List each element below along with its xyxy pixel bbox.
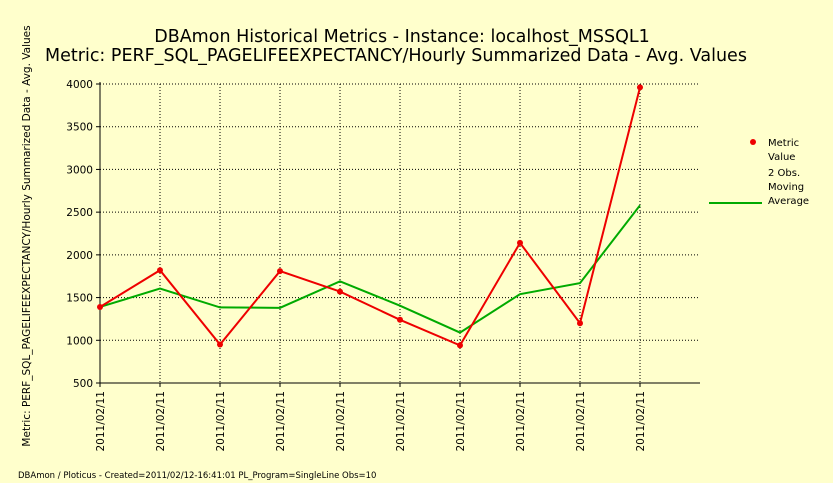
y-tick-label: 4000 [66,79,93,91]
y-tick-label: 2000 [66,250,93,262]
x-tick-label: 2011/02/11 [215,391,227,452]
series-line [99,87,641,347]
legend-label: Moving [768,182,804,193]
x-tick-label: 2011/02/11 [515,391,527,452]
series-line [99,204,641,334]
y-tick-label: 3500 [66,122,93,134]
data-point [637,84,643,91]
data-point [337,288,343,295]
x-axis-ticks: 2011/02/11 2011/02/11 2011/02/11 2011/02/11… [95,383,647,452]
x-tick-label: 2011/02/11 [275,391,287,452]
data-point [577,320,583,327]
data-point [97,303,103,310]
grid [100,83,700,383]
y-tick-label: 2500 [66,207,93,219]
x-tick-label: 2011/02/11 [635,391,647,452]
x-tick-label: 2011/02/11 [575,391,587,452]
legend: Metric Value 2 Obs. Moving Average [709,138,809,207]
data-series [97,84,643,349]
y-axis-ticks: 500 1000 1500 2000 2500 3000 3500 4000 [66,79,100,390]
data-point [217,341,223,348]
y-tick-label: 1500 [66,293,93,305]
chart-title: DBAmon Historical Metrics - Instance: lo… [154,27,650,47]
x-tick-label: 2011/02/11 [335,391,347,452]
x-tick-label: 2011/02/11 [395,391,407,452]
y-axis-label: Metric: PERF_SQL_PAGELIFEEXPECTANCY/Hour… [21,25,33,446]
y-tick-label: 1000 [66,335,93,347]
x-tick-label: 2011/02/11 [455,391,467,452]
y-tick-label: 3000 [66,164,93,176]
x-tick-label: 2011/02/11 [155,391,167,452]
legend-label: Average [768,196,809,207]
legend-label: Metric [768,138,799,149]
legend-marker [750,139,756,145]
data-point [157,267,163,274]
chart-subtitle: Metric: PERF_SQL_PAGELIFEEXPECTANCY/Hour… [45,46,747,66]
legend-label: 2 Obs. [768,168,800,179]
legend-label: Value [768,152,795,163]
y-tick-label: 500 [73,378,93,390]
data-point [397,316,403,323]
footer-text: DBAmon / Ploticus - Created=2011/02/12-1… [18,471,376,481]
data-point [517,239,523,246]
data-point [277,268,283,275]
x-tick-label: 2011/02/11 [95,391,107,452]
data-point [457,342,463,349]
